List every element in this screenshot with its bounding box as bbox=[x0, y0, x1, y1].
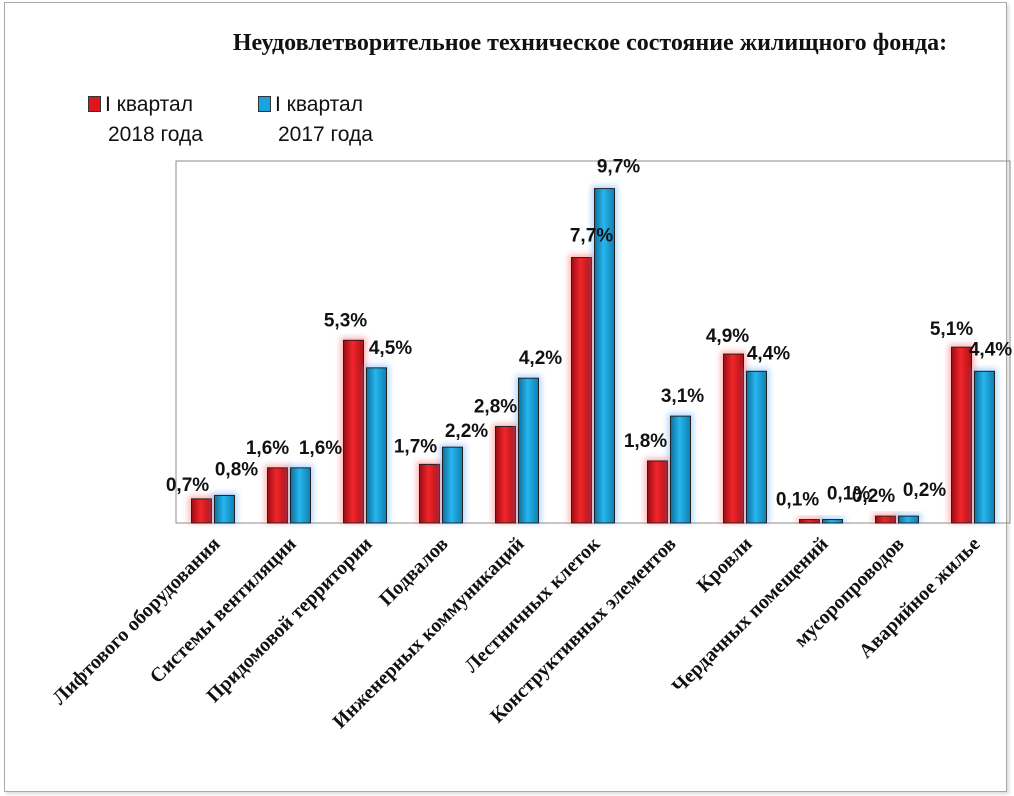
data-label-2018: 1,6% bbox=[246, 438, 289, 459]
data-label-2017: 0,1% bbox=[827, 484, 870, 505]
data-label-2018: 0,1% bbox=[776, 490, 819, 511]
legend-swatch-2018 bbox=[88, 96, 101, 112]
bar-2017 bbox=[214, 494, 235, 524]
legend-label-2018-line1: I квартал bbox=[105, 93, 193, 116]
data-label-2018: 0,7% bbox=[166, 475, 209, 496]
data-label-2018: 5,3% bbox=[324, 310, 367, 331]
data-label-2018: 2,8% bbox=[474, 396, 517, 417]
legend-swatch-2017 bbox=[258, 96, 271, 112]
data-label-2018: 5,1% bbox=[930, 319, 973, 340]
data-label-2017: 0,8% bbox=[215, 459, 258, 480]
bar-2017 bbox=[822, 519, 843, 524]
category-label: Системы вентиляции bbox=[146, 533, 301, 688]
chart-frame bbox=[4, 2, 1007, 792]
data-label-2017: 4,2% bbox=[519, 348, 562, 369]
category-label: Кровли bbox=[693, 533, 757, 597]
bar-2018 bbox=[571, 257, 592, 524]
bar-2017 bbox=[290, 467, 311, 524]
data-label-2017: 9,7% bbox=[597, 157, 640, 178]
category-label: Подвалов bbox=[375, 533, 453, 611]
bar-2017 bbox=[974, 370, 995, 524]
bar-2018 bbox=[191, 498, 212, 524]
data-label-2017: 3,1% bbox=[661, 386, 704, 407]
bar-2018 bbox=[799, 519, 820, 524]
bar-2017 bbox=[670, 415, 691, 524]
bar-2018 bbox=[875, 515, 896, 524]
data-label-2017: 2,2% bbox=[445, 421, 488, 442]
legend-label-2017-line2: 2017 года bbox=[278, 123, 373, 146]
category-label: Чердачных помещений bbox=[668, 533, 833, 698]
bar-2018 bbox=[647, 460, 668, 524]
bar-2017 bbox=[518, 377, 539, 524]
data-label-2017: 4,4% bbox=[969, 339, 1012, 360]
chart-title: Неудовлетворительное техническое состоян… bbox=[232, 30, 948, 56]
bar-2017 bbox=[746, 370, 767, 524]
legend-label-2018-line2: 2018 года bbox=[108, 123, 203, 146]
data-label-2017: 4,4% bbox=[747, 343, 790, 364]
data-label-2018: 1,7% bbox=[394, 436, 437, 457]
bar-2018 bbox=[419, 463, 440, 524]
bar-2018 bbox=[723, 353, 744, 524]
bar-2018 bbox=[267, 467, 288, 524]
data-label-2018: 1,8% bbox=[624, 431, 667, 452]
legend-item-2018: I квартал 2018 года bbox=[88, 90, 203, 150]
bar-2017 bbox=[594, 188, 615, 524]
legend-label-2017-line1: I квартал bbox=[275, 93, 363, 116]
data-label-2018: 0,2% bbox=[852, 486, 895, 507]
bar-2018 bbox=[343, 339, 364, 524]
data-label-2017: 4,5% bbox=[369, 338, 412, 359]
data-label-2018: 4,9% bbox=[706, 326, 749, 347]
data-label-2018: 7,7% bbox=[570, 226, 613, 247]
bar-2017 bbox=[898, 515, 919, 524]
data-label-2017: 1,6% bbox=[299, 438, 342, 459]
data-label-2017: 0,2% bbox=[903, 480, 946, 501]
bar-2017 bbox=[442, 446, 463, 524]
bar-2018 bbox=[495, 425, 516, 524]
category-label: Лестничных клеток bbox=[460, 533, 604, 677]
bar-2018 bbox=[951, 346, 972, 524]
bar-2017 bbox=[366, 367, 387, 524]
legend-item-2017: I квартал 2017 года bbox=[258, 90, 373, 150]
